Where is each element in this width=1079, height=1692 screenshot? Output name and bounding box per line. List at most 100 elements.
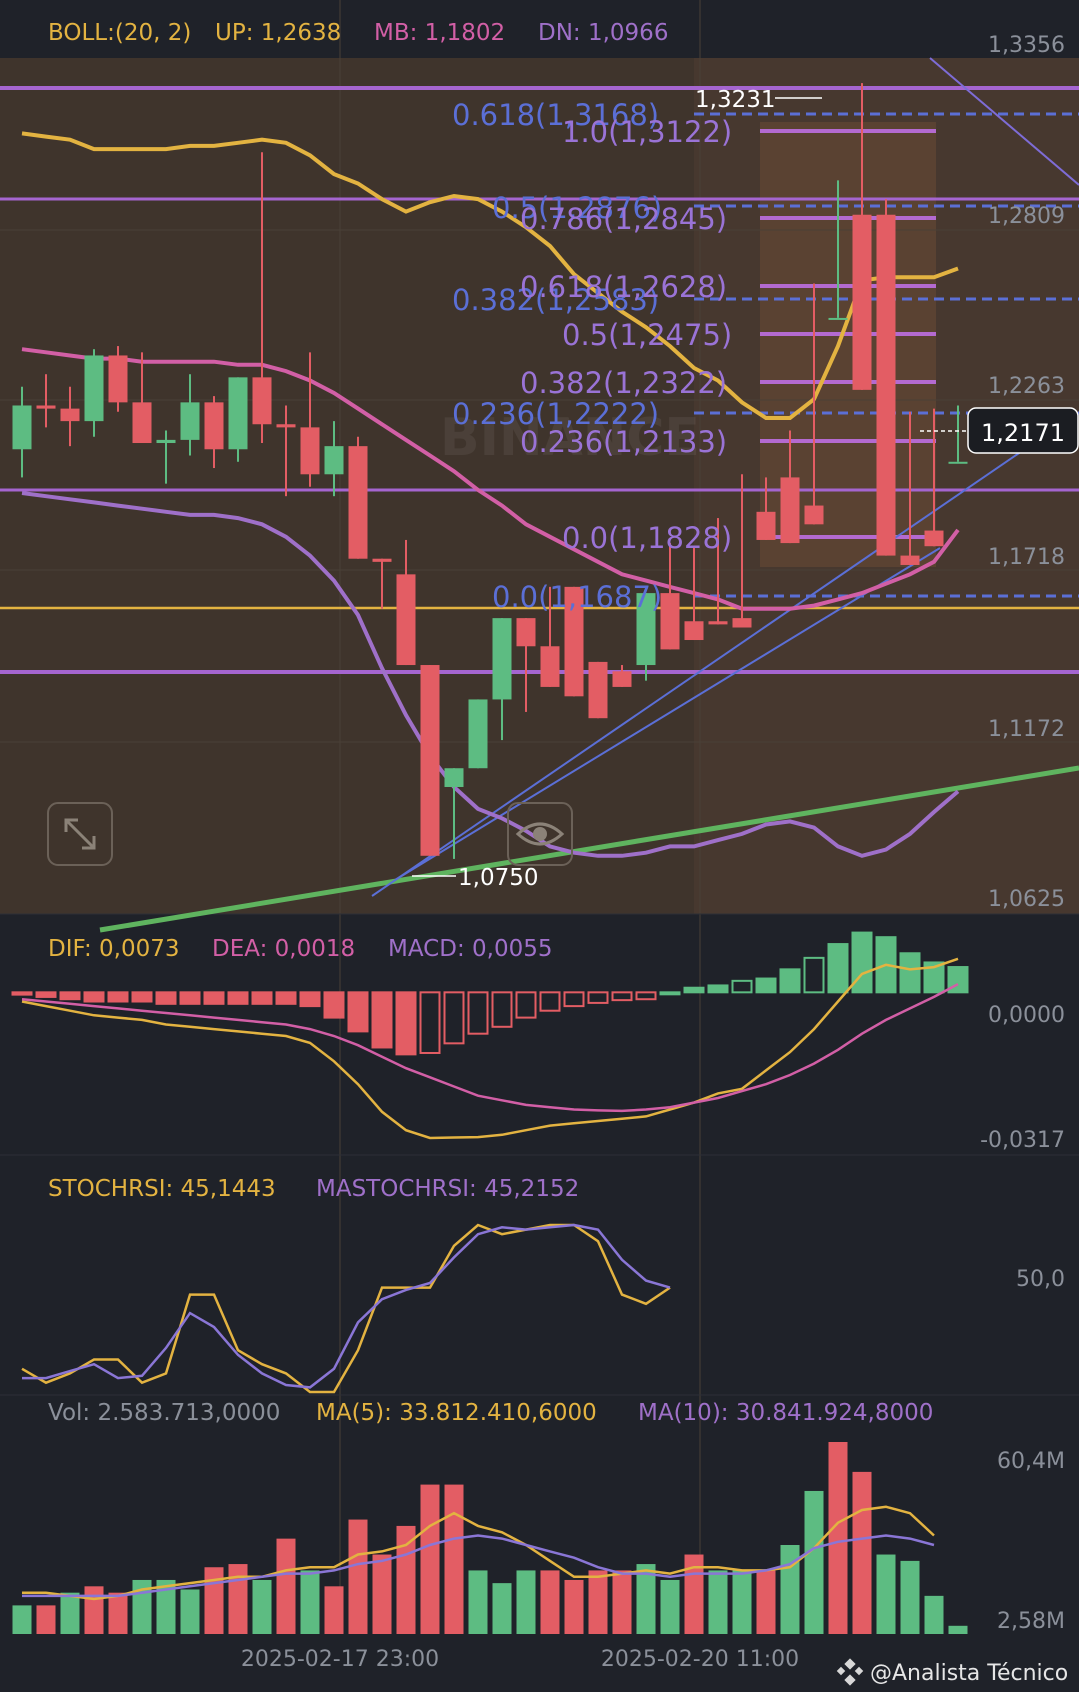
stoch-legend-d: MASTOCHRSI: 45,2152 <box>316 1176 579 1202</box>
fib-label: 0.5(1,2876) <box>492 191 662 225</box>
fib-label: 0.382(1,2583) <box>452 283 659 317</box>
volume-bar <box>732 1570 752 1634</box>
vol-tick: 60,4M <box>997 1449 1065 1474</box>
macd-histogram-bar <box>347 991 369 1033</box>
candle-body <box>132 402 152 444</box>
price-tick: 1,1718 <box>988 545 1065 570</box>
candle-body <box>492 618 512 700</box>
macd-histogram-bar <box>683 986 705 994</box>
fib-b-labels: 1.0(1,3122) 0.786(1,2845) 0.618(1,2628) … <box>520 115 732 555</box>
fib-a-labels: 0.618(1,3168) 0.5(1,2876) 0.382(1,2583) … <box>452 98 662 614</box>
volume-bar <box>636 1564 656 1634</box>
macd-legend-dea: DEA: 0,0018 <box>212 936 355 962</box>
candle-body <box>900 555 920 565</box>
fib-label: 0.382(1,2322) <box>520 366 727 400</box>
binance-logo-icon <box>836 1658 864 1686</box>
volume-bar <box>372 1554 392 1634</box>
macd-histogram-bar <box>155 991 177 1005</box>
volume-bar <box>324 1586 344 1634</box>
candle-body <box>516 618 536 647</box>
macd-histogram-bar <box>539 991 561 1012</box>
eye-icon <box>515 822 565 846</box>
candle-body <box>780 477 800 544</box>
volume-bar <box>900 1560 920 1634</box>
candle-body <box>924 530 944 547</box>
volume-bar <box>444 1484 464 1634</box>
macd-tick: -0,0317 <box>980 1128 1065 1153</box>
candle-body <box>684 621 704 641</box>
fib-label: 0.236(1,2133) <box>520 425 727 459</box>
watermark: BINANCE <box>440 408 700 468</box>
expand-button[interactable] <box>47 802 113 866</box>
credit: @Analista Técnico <box>836 1658 1068 1686</box>
macd-histogram-bar <box>251 991 273 1005</box>
candle-body <box>708 621 728 625</box>
macd-histogram-bar <box>803 956 825 994</box>
macd-histogram-bar <box>491 991 513 1028</box>
candle-body <box>852 214 872 390</box>
candle-body <box>468 699 488 769</box>
candle-body <box>636 593 656 666</box>
macd-histogram <box>11 931 969 1056</box>
candle-body <box>108 355 128 403</box>
volume-bar <box>420 1484 440 1634</box>
candle-body <box>228 377 248 450</box>
candle-body <box>564 586 584 697</box>
volume-ma5-line <box>22 1505 935 1601</box>
candle-body <box>348 446 368 559</box>
volume-bar <box>876 1554 896 1634</box>
candle-body <box>300 427 320 475</box>
macd-histogram-bar <box>179 991 201 1005</box>
macd-legend: DIF: 0,0073 DEA: 0,0018 MACD: 0,0055 <box>48 936 552 962</box>
price-tick: 1,3356 <box>988 33 1065 58</box>
macd-histogram-bar <box>419 991 441 1054</box>
macd-legend-dif: DIF: 0,0073 <box>48 936 179 962</box>
volume-bar <box>492 1583 512 1634</box>
volume-bar <box>204 1567 224 1634</box>
bollinger-upper-line <box>21 131 959 420</box>
price-tick: 1,2263 <box>988 374 1065 399</box>
macd-histogram-bar <box>467 991 489 1035</box>
volume-bar <box>852 1471 872 1634</box>
candle-body <box>180 402 200 440</box>
volume-bar <box>60 1592 80 1634</box>
macd-histogram-bar <box>275 991 297 1005</box>
macd-histogram-bar <box>107 991 129 1003</box>
candle-body <box>36 405 56 409</box>
low-label: 1,0750 <box>458 865 538 891</box>
candle-body <box>612 671 632 687</box>
candle-body <box>588 661 608 719</box>
volume-bar <box>156 1579 176 1634</box>
macd-dea-line <box>21 982 959 1113</box>
candle-body <box>948 461 968 464</box>
macd-histogram-bar <box>131 991 153 1003</box>
volume-bar <box>228 1564 248 1634</box>
volume-bar <box>540 1570 560 1634</box>
volume-bar <box>828 1442 848 1634</box>
macd-histogram-bar <box>779 968 801 994</box>
expand-icon <box>64 818 96 850</box>
volume-bar <box>924 1595 944 1634</box>
mastochrsi-line <box>22 1223 671 1389</box>
candle-body <box>756 511 776 540</box>
time-tick: 2025-02-20 11:00 <box>601 1647 799 1672</box>
credit-label: @Analista Técnico <box>870 1661 1068 1686</box>
boll-legend-up: UP: 1,2638 <box>215 20 341 46</box>
macd-histogram-bar <box>923 961 945 994</box>
macd-histogram-bar <box>395 991 417 1056</box>
vol-legend-ma10: MA(10): 30.841.924,8000 <box>638 1400 933 1426</box>
macd-histogram-bar <box>323 991 345 1019</box>
visibility-button[interactable] <box>507 802 573 866</box>
fib-label: 0.786(1,2845) <box>520 202 727 236</box>
candle-body <box>372 558 392 562</box>
volume-bar <box>276 1538 296 1634</box>
price-tick: 1,1172 <box>988 717 1065 742</box>
current-price-label: 1,2171 <box>981 419 1065 447</box>
macd-dif-line <box>21 957 959 1140</box>
vol-legend-ma5: MA(5): 33.812.410,6000 <box>316 1400 597 1426</box>
macd-tick: 0,0000 <box>988 1003 1065 1028</box>
bollinger-middle-line <box>21 347 960 611</box>
vol-legend-vol: Vol: 2.583.713,0000 <box>48 1400 280 1426</box>
candle-body <box>324 446 344 475</box>
stoch-legend-k: STOCHRSI: 45,1443 <box>48 1176 276 1202</box>
